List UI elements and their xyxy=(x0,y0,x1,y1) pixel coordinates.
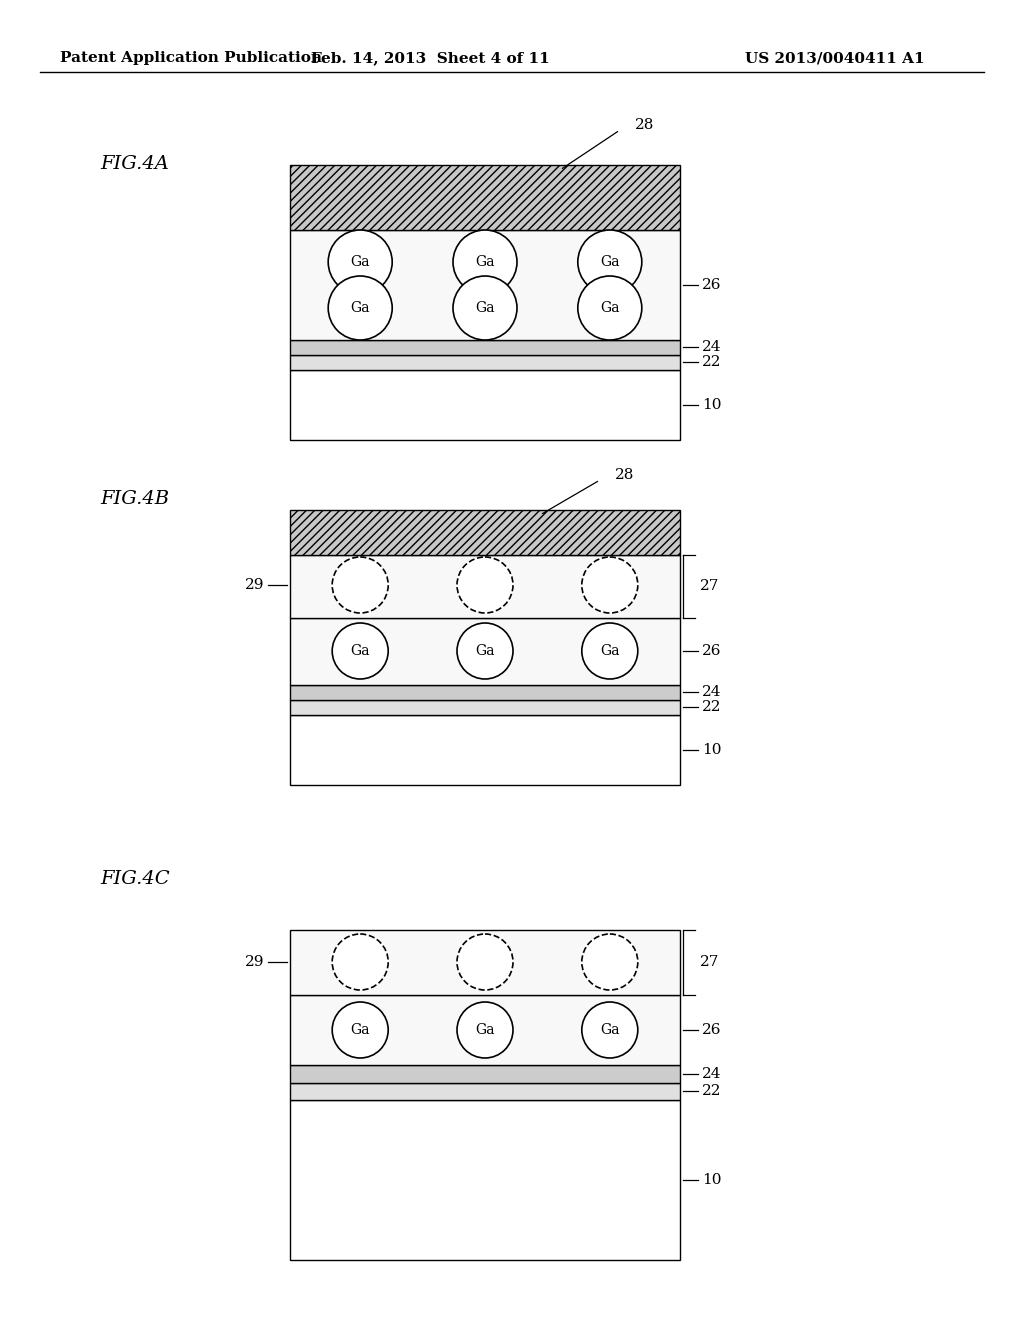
Bar xyxy=(290,700,680,715)
Text: Ga: Ga xyxy=(475,644,495,657)
Circle shape xyxy=(332,1002,388,1059)
Text: FIG.4A: FIG.4A xyxy=(100,154,169,173)
Text: 29: 29 xyxy=(245,954,264,969)
Circle shape xyxy=(582,557,638,612)
Text: Ga: Ga xyxy=(600,1023,620,1038)
Circle shape xyxy=(329,276,392,341)
Text: Patent Application Publication: Patent Application Publication xyxy=(60,51,322,65)
Text: 26: 26 xyxy=(702,279,722,292)
Text: Ga: Ga xyxy=(600,301,620,315)
Circle shape xyxy=(457,557,513,612)
Circle shape xyxy=(332,557,388,612)
Text: 22: 22 xyxy=(702,700,722,714)
Bar xyxy=(290,995,680,1065)
Bar xyxy=(290,1065,680,1082)
Bar xyxy=(290,230,680,341)
Text: 22: 22 xyxy=(702,355,722,370)
Text: US 2013/0040411 A1: US 2013/0040411 A1 xyxy=(745,51,925,65)
Circle shape xyxy=(329,230,392,294)
Bar xyxy=(290,1100,680,1261)
Text: 10: 10 xyxy=(702,399,722,412)
Text: Feb. 14, 2013  Sheet 4 of 11: Feb. 14, 2013 Sheet 4 of 11 xyxy=(310,51,549,65)
Text: 24: 24 xyxy=(702,1067,722,1081)
Circle shape xyxy=(453,230,517,294)
Bar xyxy=(290,618,680,685)
Bar xyxy=(290,341,680,355)
Text: FIG.4B: FIG.4B xyxy=(100,490,169,508)
Text: 24: 24 xyxy=(702,341,722,354)
Circle shape xyxy=(578,230,642,294)
Text: Ga: Ga xyxy=(475,255,495,269)
Text: 10: 10 xyxy=(702,1173,722,1187)
Circle shape xyxy=(457,935,513,990)
Text: Ga: Ga xyxy=(475,1023,495,1038)
Bar xyxy=(290,715,680,785)
Bar xyxy=(290,685,680,700)
Bar xyxy=(290,510,680,554)
Text: Ga: Ga xyxy=(350,644,370,657)
Circle shape xyxy=(582,623,638,678)
Text: FIG.4C: FIG.4C xyxy=(100,870,170,888)
Text: 10: 10 xyxy=(702,743,722,756)
Text: Ga: Ga xyxy=(600,644,620,657)
Text: 28: 28 xyxy=(615,469,635,482)
Bar xyxy=(290,355,680,370)
Circle shape xyxy=(332,935,388,990)
Text: 27: 27 xyxy=(700,956,720,969)
Text: Ga: Ga xyxy=(350,301,370,315)
Text: Ga: Ga xyxy=(475,301,495,315)
Text: 28: 28 xyxy=(635,117,654,132)
Bar xyxy=(290,931,680,995)
Circle shape xyxy=(582,935,638,990)
Bar xyxy=(290,370,680,440)
Text: 22: 22 xyxy=(702,1084,722,1098)
Text: 27: 27 xyxy=(700,579,720,594)
Circle shape xyxy=(453,276,517,341)
Circle shape xyxy=(457,1002,513,1059)
Text: Ga: Ga xyxy=(350,1023,370,1038)
Circle shape xyxy=(332,623,388,678)
Text: Ga: Ga xyxy=(600,255,620,269)
Bar xyxy=(290,554,680,618)
Text: Ga: Ga xyxy=(350,255,370,269)
Text: 26: 26 xyxy=(702,1023,722,1038)
Circle shape xyxy=(582,1002,638,1059)
Text: 26: 26 xyxy=(702,644,722,657)
Bar xyxy=(290,165,680,230)
Text: 24: 24 xyxy=(702,685,722,700)
Text: 29: 29 xyxy=(245,578,264,591)
Circle shape xyxy=(578,276,642,341)
Bar xyxy=(290,1082,680,1100)
Circle shape xyxy=(457,623,513,678)
